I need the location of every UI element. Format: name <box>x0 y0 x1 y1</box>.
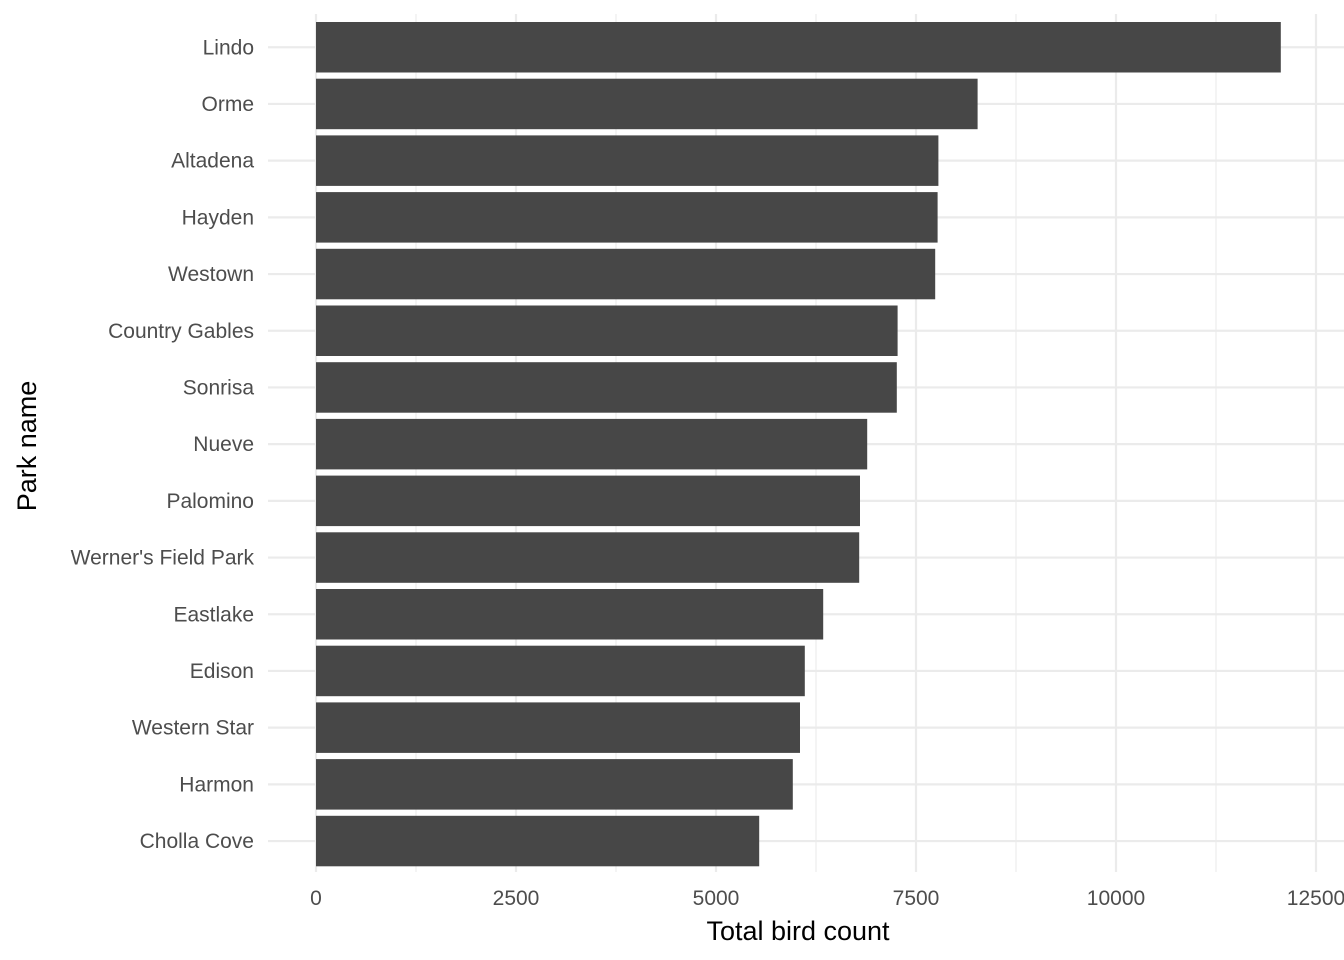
bar <box>316 78 978 130</box>
bar <box>316 305 898 356</box>
y-tick-label: Hayden <box>182 206 254 229</box>
y-tick-label: Werner's Field Park <box>71 547 255 570</box>
y-tick-label: Harmon <box>179 773 254 796</box>
x-axis-title: Total bird count <box>706 916 890 946</box>
y-axis-tick-labels: Lindo Orme Altadena Hayden Westown Country Ga… <box>71 36 255 853</box>
x-tick-label: 12500 <box>1287 887 1344 910</box>
y-tick-label: Eastlake <box>173 603 254 626</box>
y-tick-label: Lindo <box>203 36 254 59</box>
bar <box>316 532 860 583</box>
y-tick-label: Sonrisa <box>183 376 255 399</box>
y-tick-label: Country Gables <box>108 320 254 343</box>
y-tick-label: Westown <box>168 263 254 286</box>
y-tick-label: Nueve <box>193 433 254 456</box>
y-tick-label: Edison <box>190 660 254 683</box>
y-tick-label: Orme <box>202 93 255 116</box>
bar <box>316 418 868 470</box>
y-tick-label: Western Star <box>132 717 254 740</box>
x-tick-label: 5000 <box>693 887 740 910</box>
x-axis-tick-labels: 0 2500 5000 7500 10000 12500 <box>310 887 1344 910</box>
bar <box>316 192 938 243</box>
x-tick-label: 2500 <box>493 887 540 910</box>
bar <box>316 22 1281 73</box>
bar <box>316 645 805 697</box>
x-tick-label: 0 <box>310 887 322 910</box>
bar <box>316 589 824 640</box>
y-tick-label: Palomino <box>166 490 254 513</box>
bar <box>316 135 939 186</box>
bar <box>316 362 897 413</box>
x-tick-label: 7500 <box>893 887 940 910</box>
y-tick-label: Altadena <box>171 150 254 173</box>
y-tick-label: Cholla Cove <box>140 830 254 853</box>
y-axis-title: Park name <box>12 381 42 512</box>
bar <box>316 702 800 753</box>
x-tick-label: 10000 <box>1087 887 1145 910</box>
bar <box>316 815 760 867</box>
bar <box>316 248 936 300</box>
bars <box>316 22 1281 867</box>
bar <box>316 475 860 527</box>
bar <box>316 759 793 810</box>
